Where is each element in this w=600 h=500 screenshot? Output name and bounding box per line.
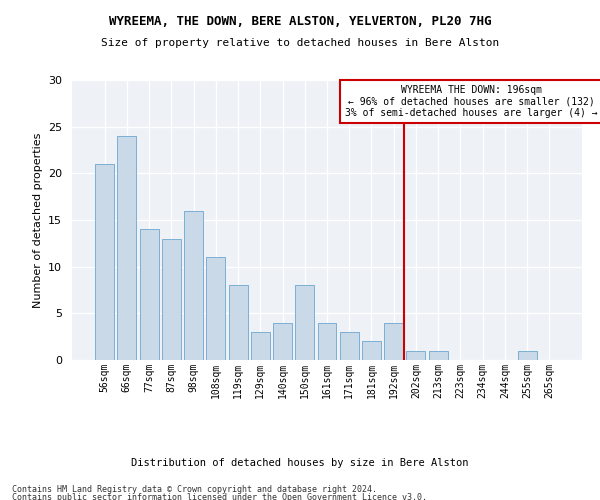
- Text: WYREEMA, THE DOWN, BERE ALSTON, YELVERTON, PL20 7HG: WYREEMA, THE DOWN, BERE ALSTON, YELVERTO…: [109, 15, 491, 28]
- Bar: [340, 332, 359, 360]
- Text: Distribution of detached houses by size in Bere Alston: Distribution of detached houses by size …: [131, 458, 469, 468]
- Bar: [251, 332, 270, 360]
- Text: WYREEMA THE DOWN: 196sqm
← 96% of detached houses are smaller (132)
3% of semi-d: WYREEMA THE DOWN: 196sqm ← 96% of detach…: [345, 84, 598, 118]
- Bar: [429, 350, 448, 360]
- Text: Contains HM Land Registry data © Crown copyright and database right 2024.: Contains HM Land Registry data © Crown c…: [12, 485, 377, 494]
- Bar: [362, 342, 381, 360]
- Bar: [295, 286, 314, 360]
- Y-axis label: Number of detached properties: Number of detached properties: [32, 132, 43, 308]
- Bar: [384, 322, 403, 360]
- Bar: [229, 286, 248, 360]
- Bar: [140, 230, 158, 360]
- Bar: [273, 322, 292, 360]
- Text: Size of property relative to detached houses in Bere Alston: Size of property relative to detached ho…: [101, 38, 499, 48]
- Bar: [184, 210, 203, 360]
- Bar: [317, 322, 337, 360]
- Bar: [95, 164, 114, 360]
- Bar: [518, 350, 536, 360]
- Bar: [162, 238, 181, 360]
- Text: Contains public sector information licensed under the Open Government Licence v3: Contains public sector information licen…: [12, 492, 427, 500]
- Bar: [206, 258, 225, 360]
- Bar: [118, 136, 136, 360]
- Bar: [406, 350, 425, 360]
